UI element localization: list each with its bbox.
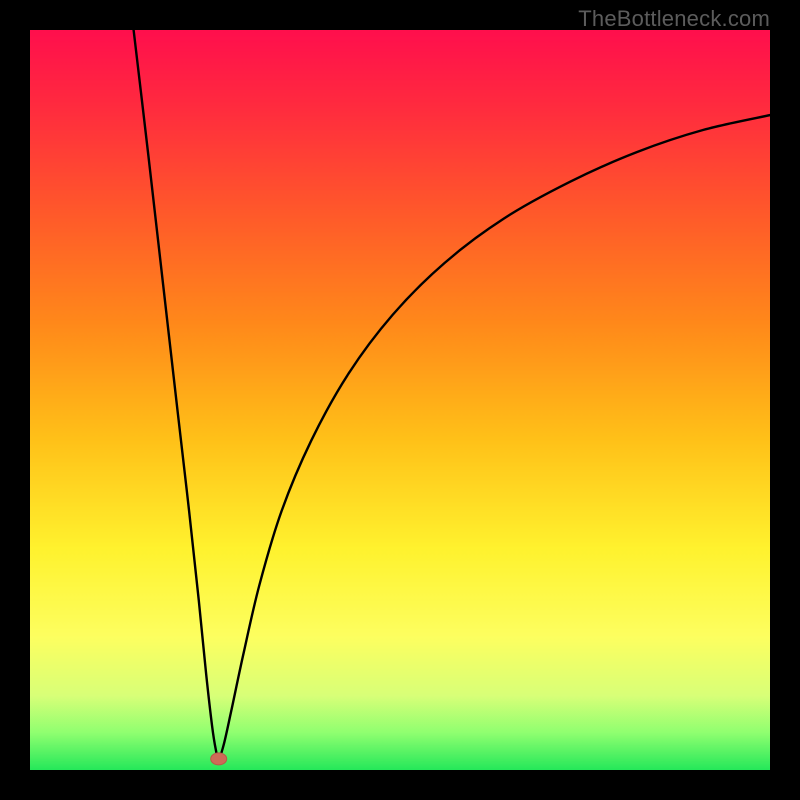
plot-area [30,30,770,770]
watermark-text: TheBottleneck.com [578,6,770,32]
chart-frame: TheBottleneck.com [0,0,800,800]
background-gradient [30,30,770,770]
